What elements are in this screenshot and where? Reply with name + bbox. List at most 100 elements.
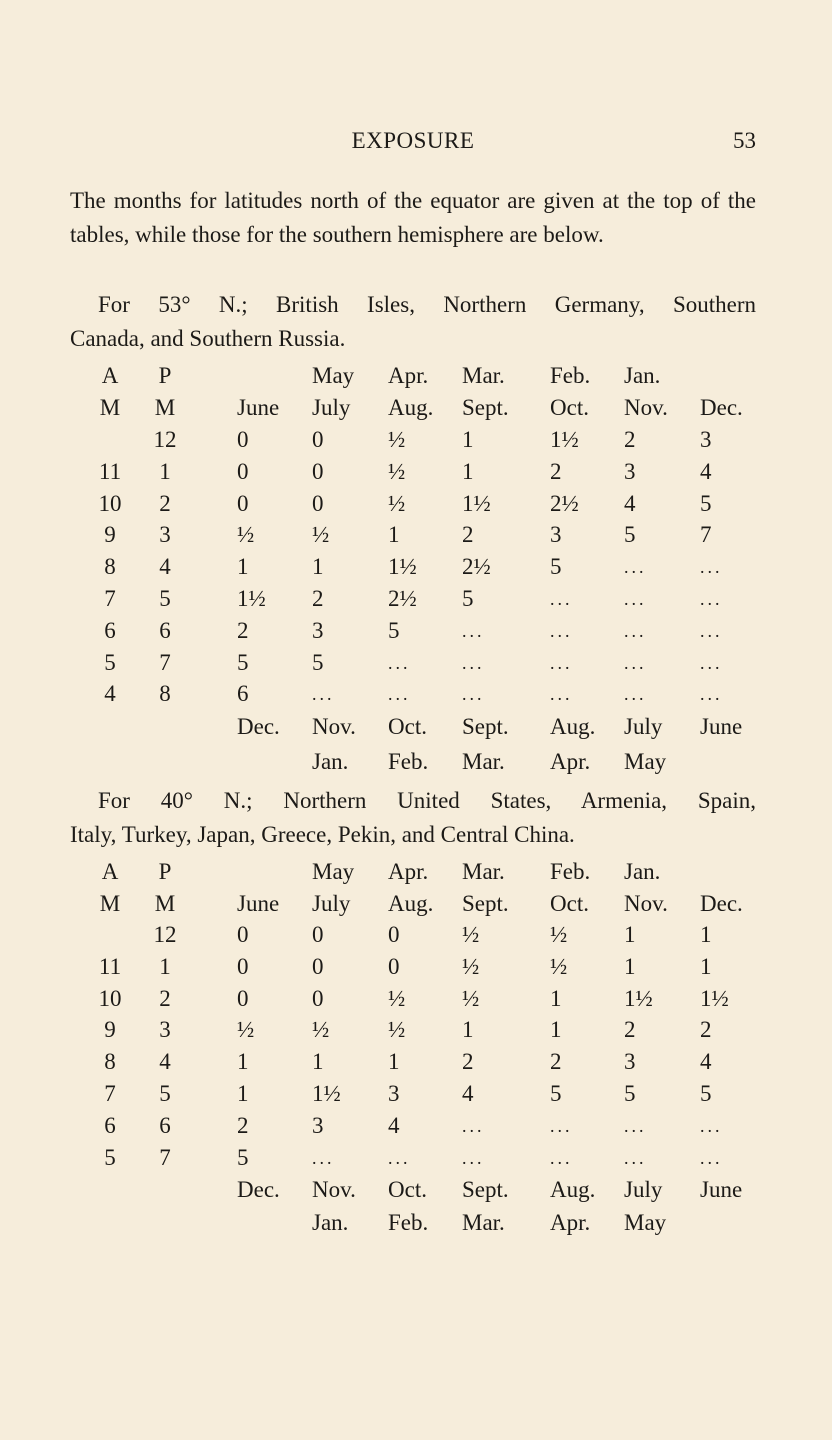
month-label: Feb. <box>550 859 591 884</box>
hour-cell: 4 <box>159 554 171 580</box>
exposure-value-cell: 4 <box>462 1081 474 1106</box>
hour-cell: A <box>101 859 119 884</box>
exposure-value-cell: 3 <box>388 1081 400 1106</box>
exposure-value-cell: 1 <box>312 1049 324 1075</box>
exposure-value-cell: ... <box>550 1147 573 1168</box>
exposure-value-cell: ½ <box>237 1017 255 1043</box>
hour-cell: 3 <box>159 522 171 548</box>
exposure-value-cell: 0 <box>237 953 249 979</box>
exposure-value-cell: 0 <box>312 427 324 452</box>
hour-cell: 6 <box>104 1112 116 1138</box>
exposure-value-cell: ... <box>700 620 723 641</box>
exposure-value-cell: ... <box>462 652 485 673</box>
exposure-value-cell: ... <box>388 652 411 673</box>
hour-cell: 10 <box>98 985 122 1011</box>
month-label: Jan. <box>624 363 661 388</box>
exposure-value-cell: 0 <box>312 953 324 979</box>
exposure-value-cell: ½ <box>388 1017 406 1043</box>
hour-cell: M <box>99 395 121 420</box>
exposure-value-cell: 1½ <box>550 427 579 452</box>
exposure-value-cell: 2 <box>624 427 636 452</box>
hour-cell: 11 <box>98 953 122 979</box>
exposure-value-cell: 4 <box>700 1049 712 1075</box>
exposure-value-cell: 0 <box>237 427 249 452</box>
hour-cell: 2 <box>159 985 171 1011</box>
month-label: Sept. <box>462 1177 509 1202</box>
exposure-value-cell: 1½ <box>312 1081 341 1106</box>
month-label: Dec. <box>700 891 743 916</box>
exposure-value-cell: 1 <box>462 458 474 484</box>
exposure-value-cell: ... <box>550 652 573 673</box>
hour-cell: 7 <box>104 1081 116 1106</box>
exposure-value-cell: 2 <box>550 458 562 484</box>
exposure-value-cell: ... <box>624 652 647 673</box>
exposure-value-cell: ... <box>312 684 335 705</box>
month-label: Apr. <box>550 1210 591 1235</box>
exposure-value-cell: ... <box>624 620 647 641</box>
hour-cell: M <box>154 891 176 916</box>
hour-cell: 6 <box>104 617 116 643</box>
exposure-value-cell: 1½ <box>700 985 729 1011</box>
exposure-value-cell: ... <box>388 1147 411 1168</box>
month-label: June <box>700 714 743 739</box>
hour-cell: 3 <box>159 1017 171 1043</box>
exposure-value-cell: ... <box>700 652 723 673</box>
intro-text: The months for latitudes north of the eq… <box>70 188 756 247</box>
exposure-value-cell: 0 <box>312 490 324 516</box>
exposure-value-cell: 7 <box>700 522 712 548</box>
month-label: July <box>312 891 351 916</box>
exposure-value-cell: 1 <box>312 554 324 580</box>
month-label: Jan. <box>312 749 349 774</box>
month-label: Nov. <box>312 714 356 739</box>
exposure-value-cell: ½ <box>462 953 480 979</box>
exposure-value-cell: 2½ <box>388 586 417 611</box>
hour-cell: M <box>99 891 121 916</box>
month-label: Apr. <box>388 859 429 884</box>
exposure-value-cell: 0 <box>312 985 324 1011</box>
hour-cell: A <box>101 363 119 388</box>
exposure-value-cell: 2 <box>237 617 249 643</box>
month-label: June <box>237 891 280 916</box>
exposure-value-cell: ... <box>312 1147 335 1168</box>
exposure-value-cell: 4 <box>700 458 712 484</box>
hour-cell: 12 <box>153 922 177 947</box>
exposure-value-cell: 5 <box>700 490 712 516</box>
month-label: Mar. <box>462 749 505 774</box>
exposure-value-cell: ½ <box>462 922 480 947</box>
exposure-value-cell: 1½ <box>462 490 491 516</box>
running-head: EXPOSURE 53 <box>70 128 756 158</box>
exposure-value-cell: 3 <box>550 522 562 548</box>
exposure-value-cell: 1 <box>550 985 562 1011</box>
section-caption-40: For 40° N.; Northern United States, Arme… <box>70 784 756 852</box>
exposure-value-cell: ½ <box>237 522 255 548</box>
caption-line: For 53° N.; British Isles, Northern Germ… <box>98 292 756 317</box>
hour-cell: 11 <box>98 458 122 484</box>
exposure-value-cell: ... <box>624 589 647 609</box>
month-label: May <box>624 749 667 774</box>
exposure-value-cell: ½ <box>462 985 480 1011</box>
exposure-value-cell: ... <box>550 1115 573 1136</box>
month-label: Aug. <box>550 1177 596 1202</box>
month-label: Jan. <box>312 1210 349 1235</box>
exposure-value-cell: 1 <box>462 1017 474 1043</box>
section-caption-53: For 53° N.; British Isles, Northern Germ… <box>70 288 756 356</box>
hour-cell: 2 <box>159 490 171 516</box>
month-label: Oct. <box>388 1177 427 1202</box>
hour-cell: 6 <box>159 1112 171 1138</box>
exposure-value-cell: 5 <box>237 649 249 675</box>
intro-paragraph: The months for latitudes north of the eq… <box>70 184 756 252</box>
exposure-value-cell: 5 <box>624 1081 636 1106</box>
month-label: Sept. <box>462 395 509 420</box>
exposure-value-cell: 1 <box>237 1049 249 1075</box>
exposure-value-cell: 2 <box>237 1112 249 1138</box>
exposure-value-cell: 2 <box>700 1017 712 1043</box>
month-label: Aug. <box>388 395 434 420</box>
exposure-value-cell: 2½ <box>550 490 579 516</box>
exposure-value-cell: 5 <box>550 1081 562 1106</box>
exposure-value-cell: 2 <box>550 1049 562 1075</box>
exposure-value-cell: 5 <box>312 649 324 675</box>
exposure-value-cell: 1 <box>550 1017 562 1043</box>
month-label: Feb. <box>388 1210 429 1235</box>
hour-cell: 10 <box>98 490 122 516</box>
exposure-value-cell: 2 <box>624 1017 636 1043</box>
